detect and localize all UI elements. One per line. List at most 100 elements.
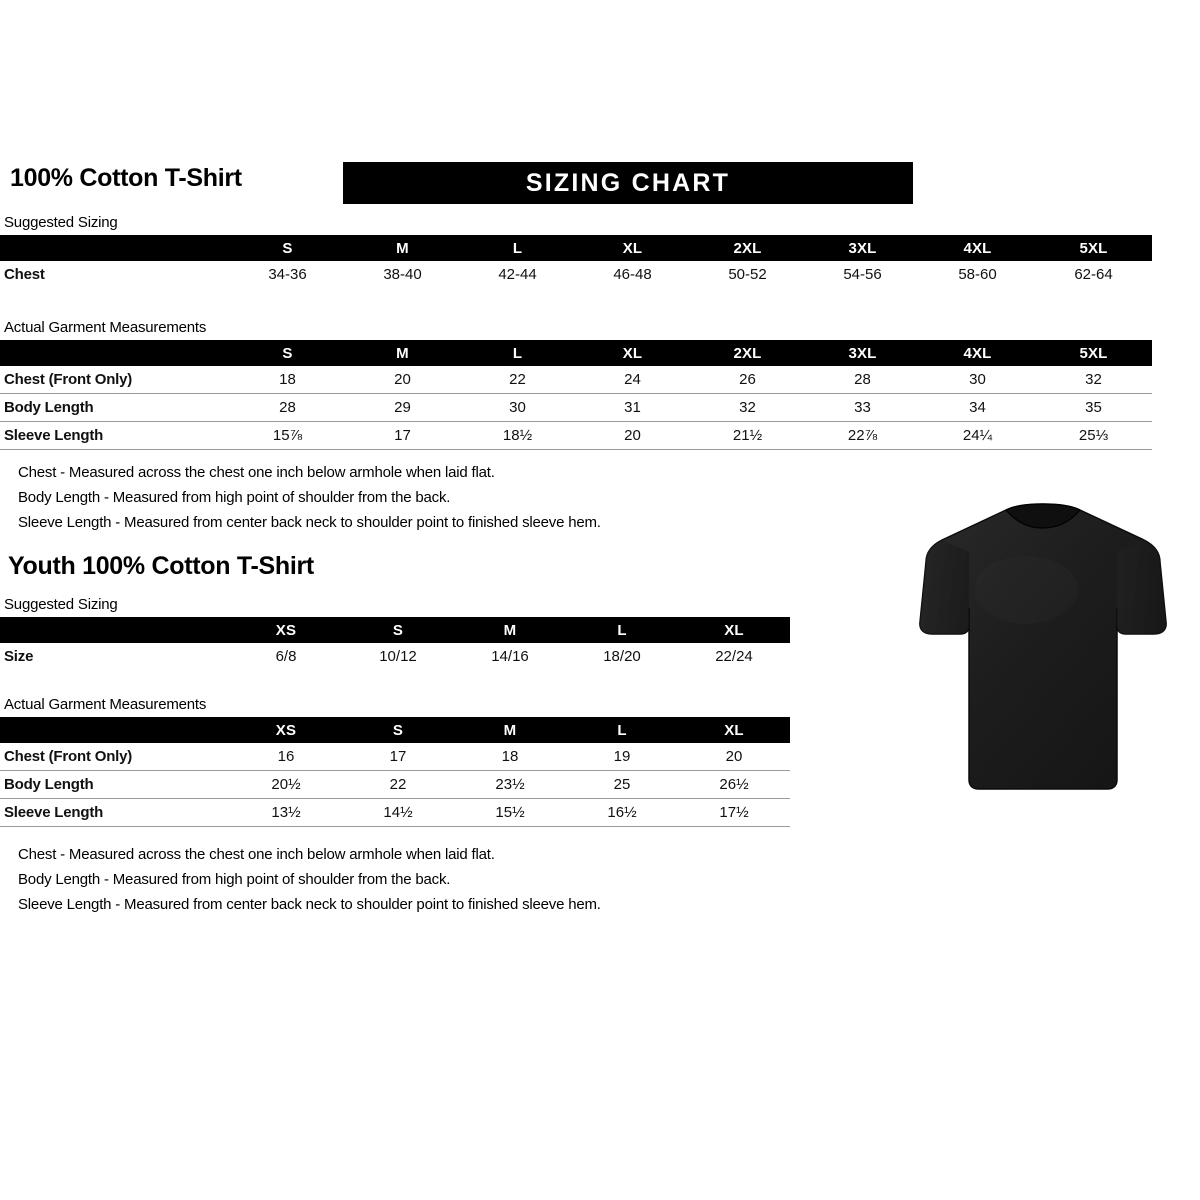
cell: 20 bbox=[394, 371, 411, 388]
table-row: Sleeve Length 13½ 14½ 15½ 16½ 17½ bbox=[0, 798, 790, 827]
col-header: L bbox=[512, 239, 523, 257]
cell: 20 bbox=[575, 421, 690, 450]
col-header: M bbox=[503, 721, 517, 739]
row-label: Sleeve Length bbox=[0, 421, 230, 450]
cell: 18½ bbox=[460, 421, 575, 450]
tshirt-photo bbox=[898, 482, 1188, 812]
cell: 22⅞ bbox=[805, 421, 920, 450]
youth-section-title: Youth 100% Cotton T-Shirt bbox=[8, 552, 314, 580]
cell: 6/8 bbox=[275, 648, 297, 665]
adult-measurement-notes: Chest - Measured across the chest one in… bbox=[18, 460, 601, 535]
youth-suggested-sizing-table: XS S M L XL Size 6/8 10/12 14/16 18/20 2… bbox=[0, 617, 790, 670]
header-row: 100% Cotton T-Shirt SIZING CHART bbox=[10, 162, 1190, 206]
col-header: M bbox=[396, 344, 409, 362]
cell: 18 bbox=[501, 748, 519, 765]
col-header: 2XL bbox=[733, 344, 762, 362]
table-row: Size 6/8 10/12 14/16 18/20 22/24 bbox=[0, 643, 790, 670]
cell: 15½ bbox=[454, 798, 566, 827]
cell: 30 bbox=[969, 371, 986, 388]
col-header: XL bbox=[622, 344, 643, 362]
cell: 62-64 bbox=[1074, 266, 1113, 283]
table-row: Body Length 28 29 30 31 32 33 34 35 bbox=[0, 393, 1152, 422]
col-header: 5XL bbox=[1079, 239, 1108, 257]
row-label: Chest bbox=[4, 266, 45, 283]
col-header: 3XL bbox=[848, 239, 877, 257]
cell: 25⅓ bbox=[1035, 421, 1152, 450]
cell: 18 bbox=[279, 371, 296, 388]
col-header bbox=[0, 717, 230, 743]
cell: 33 bbox=[805, 393, 920, 422]
row-label: Chest (Front Only) bbox=[4, 371, 133, 388]
cell: 29 bbox=[345, 393, 460, 422]
cell: 32 bbox=[690, 393, 805, 422]
col-header: XL bbox=[724, 721, 744, 739]
cell: 35 bbox=[1035, 393, 1152, 422]
cell: 28 bbox=[230, 393, 345, 422]
col-header: S bbox=[392, 621, 404, 639]
col-header: M bbox=[503, 621, 517, 639]
cell: 25 bbox=[566, 770, 678, 799]
table-row: Chest (Front Only) 16 17 18 19 20 bbox=[0, 743, 790, 771]
youth-garment-caption: Actual Garment Measurements bbox=[4, 696, 207, 713]
note-line: Chest - Measured across the chest one in… bbox=[18, 846, 495, 863]
cell: 24 bbox=[624, 371, 641, 388]
note-line: Body Length - Measured from high point o… bbox=[18, 489, 451, 506]
cell: 15⅞ bbox=[230, 421, 345, 450]
cell: 18/20 bbox=[603, 648, 641, 665]
cell: 17½ bbox=[678, 798, 790, 827]
youth-garment-measurements-table: XS S M L XL Chest (Front Only) 16 17 18 … bbox=[0, 717, 790, 827]
col-header: 2XL bbox=[733, 239, 762, 257]
cell: 54-56 bbox=[843, 266, 882, 283]
adult-garment-caption: Actual Garment Measurements bbox=[4, 319, 207, 336]
cell: 46-48 bbox=[613, 266, 652, 283]
cell: 21½ bbox=[690, 421, 805, 450]
note-line: Sleeve Length - Measured from center bac… bbox=[18, 514, 601, 531]
cell: 13½ bbox=[230, 798, 342, 827]
note-line: Body Length - Measured from high point o… bbox=[18, 871, 451, 888]
cell: 16½ bbox=[566, 798, 678, 827]
col-header: 5XL bbox=[1079, 344, 1108, 362]
col-header: XL bbox=[622, 239, 643, 257]
cell: 20 bbox=[725, 748, 743, 765]
note-line: Sleeve Length - Measured from center bac… bbox=[18, 896, 601, 913]
col-header: XL bbox=[724, 621, 744, 639]
tshirt-icon bbox=[919, 503, 1167, 790]
table-row: Chest (Front Only) 18 20 22 24 26 28 30 … bbox=[0, 366, 1152, 394]
adult-suggested-sizing-table: S M L XL 2XL 3XL 4XL 5XL Chest 34-36 38-… bbox=[0, 235, 1152, 288]
cell: 28 bbox=[854, 371, 871, 388]
sizing-chart-banner: SIZING CHART bbox=[343, 162, 913, 204]
cell: 17 bbox=[345, 421, 460, 450]
row-label: Sleeve Length bbox=[0, 798, 230, 827]
cell: 32 bbox=[1085, 371, 1102, 388]
table-row: Chest 34-36 38-40 42-44 46-48 50-52 54-5… bbox=[0, 261, 1152, 288]
cell: 38-40 bbox=[383, 266, 422, 283]
row-label: Size bbox=[4, 648, 34, 665]
col-header bbox=[0, 340, 230, 366]
page-title: 100% Cotton T-Shirt bbox=[10, 164, 242, 192]
cell: 20½ bbox=[230, 770, 342, 799]
cell: 26 bbox=[739, 371, 756, 388]
cell: 42-44 bbox=[498, 266, 537, 283]
sizing-chart-banner-label: SIZING CHART bbox=[525, 168, 731, 197]
col-header: S bbox=[392, 721, 404, 739]
col-header bbox=[0, 617, 230, 643]
youth-suggested-caption: Suggested Sizing bbox=[4, 596, 118, 613]
col-header: L bbox=[617, 621, 627, 639]
cell: 26½ bbox=[678, 770, 790, 799]
cell: 22 bbox=[342, 770, 454, 799]
cell: 34 bbox=[920, 393, 1035, 422]
cell: 16 bbox=[277, 748, 295, 765]
col-header: 4XL bbox=[963, 239, 992, 257]
row-label: Body Length bbox=[0, 393, 230, 422]
col-header: S bbox=[282, 239, 293, 257]
cell: 24¼ bbox=[920, 421, 1035, 450]
col-header: 4XL bbox=[963, 344, 992, 362]
cell: 58-60 bbox=[958, 266, 997, 283]
table-header-row: S M L XL 2XL 3XL 4XL 5XL bbox=[0, 340, 1152, 366]
cell: 31 bbox=[575, 393, 690, 422]
table-header-row: XS S M L XL bbox=[0, 717, 790, 743]
col-header: 3XL bbox=[848, 344, 877, 362]
col-header: L bbox=[512, 344, 523, 362]
cell: 14/16 bbox=[491, 648, 529, 665]
